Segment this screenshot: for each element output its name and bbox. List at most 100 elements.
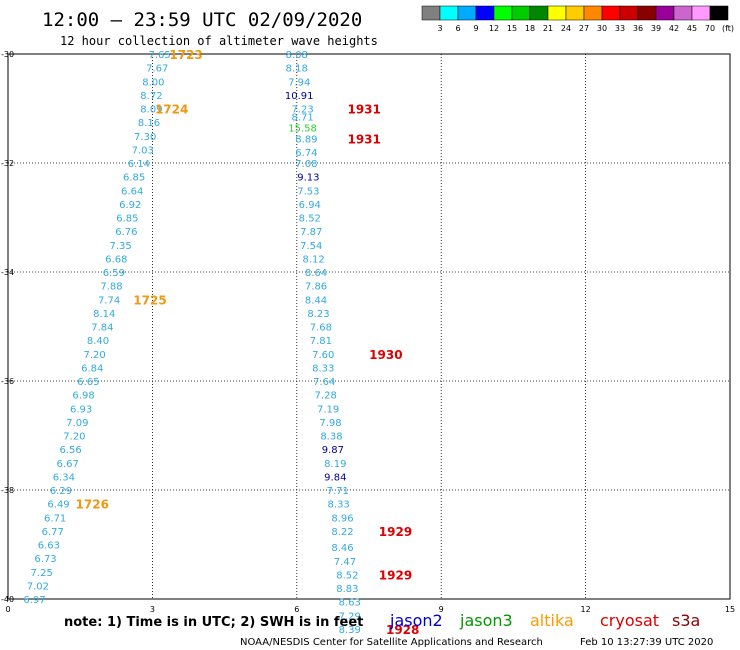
wave-height-label: 6.59	[103, 268, 125, 279]
wave-height-label: 8.09	[140, 105, 162, 116]
color-scale-legend: 3 6 9 12 15 18 21 24 27 30 33 36 39 42 45 70 (ft)	[421, 5, 734, 33]
scale-swatch	[583, 5, 603, 21]
wave-height-label: 6.76	[115, 227, 137, 238]
wave-height-label: 9.13	[297, 173, 319, 184]
pass-time-label: 1930	[369, 348, 402, 362]
wave-height-label: 8.08	[286, 50, 308, 61]
plot-frame	[7, 53, 731, 600]
wave-height-label: 7.65	[148, 50, 170, 61]
plot-grid	[8, 54, 730, 599]
scale-swatch	[655, 5, 675, 21]
wave-height-label: 8.40	[87, 336, 109, 347]
wave-height-label: 15.58	[288, 124, 317, 135]
scale-swatch	[439, 5, 459, 21]
scale-swatch	[493, 5, 513, 21]
wave-height-label: 6.77	[42, 527, 64, 538]
wave-height-label: 7.86	[305, 282, 327, 293]
wave-height-label: 8.18	[286, 64, 308, 75]
scale-label: 45	[687, 24, 697, 33]
scale-swatch	[619, 5, 639, 21]
wave-height-label: 7.64	[313, 377, 335, 388]
pass-time-label: 1724	[155, 103, 188, 117]
wave-height-label: 6.94	[299, 200, 321, 211]
wave-height-label: 8.72	[140, 91, 162, 102]
wave-height-label: 8.00	[142, 77, 164, 88]
footer-note: note: 1) Time is in UTC; 2) SWH is in fe…	[64, 615, 363, 630]
y-tick-label: -34	[1, 268, 14, 277]
wave-height-label: 7.94	[288, 77, 310, 88]
scale-label: (ft)	[722, 24, 734, 33]
wave-height-label: 7.71	[327, 486, 349, 497]
scale-swatch	[637, 5, 657, 21]
wave-height-label: 8.33	[328, 500, 350, 511]
wave-height-label: 8.52	[336, 570, 358, 581]
x-tick-label: 15	[725, 605, 735, 614]
scale-swatch	[457, 5, 477, 21]
scale-swatch	[421, 5, 441, 21]
satellite-name: s3a	[672, 611, 700, 630]
pass-time-label: 1931	[347, 103, 380, 117]
wave-height-label: 6.68	[105, 254, 127, 265]
scale-label: 18	[525, 24, 535, 33]
wave-height-label: 6.98	[72, 391, 94, 402]
scale-swatch	[475, 5, 495, 21]
wave-height-label: 6.74	[295, 148, 317, 159]
scale-label: 24	[561, 24, 571, 33]
scale-label: 39	[651, 24, 661, 33]
wave-height-label: 8.52	[299, 214, 321, 225]
scale-swatch	[673, 5, 693, 21]
wave-height-label: 7.28	[315, 391, 337, 402]
scale-label: 6	[455, 24, 460, 33]
footer-credit: NOAA/NESDIS Center for Satellite Applica…	[240, 637, 543, 648]
scale-swatch	[709, 5, 729, 21]
satellite-name: altika	[530, 611, 574, 630]
wave-height-label: 8.38	[320, 432, 342, 443]
wave-height-label: 6.67	[57, 459, 79, 470]
wave-height-label: 6.85	[123, 173, 145, 184]
wave-height-label: 7.81	[310, 336, 332, 347]
wave-height-label: 8.12	[303, 254, 325, 265]
scale-swatch	[601, 5, 621, 21]
wave-height-label: 7.47	[334, 557, 356, 568]
wave-height-label: 6.65	[77, 377, 99, 388]
wave-height-label: 8.64	[305, 268, 327, 279]
wave-height-label: 7.60	[312, 350, 334, 361]
y-tick-label: -30	[1, 50, 14, 59]
wave-height-label: 6.92	[119, 200, 141, 211]
wave-height-label: 7.08	[295, 159, 317, 170]
x-tick-label: 9	[439, 605, 444, 614]
wave-height-label: 6.49	[47, 500, 69, 511]
scale-label: 42	[669, 24, 679, 33]
scale-label: 36	[633, 24, 643, 33]
x-tick-label: 3	[150, 605, 155, 614]
wave-height-label: 6.84	[81, 363, 103, 374]
wave-height-label: 8.46	[331, 543, 353, 554]
wave-height-label: 7.25	[31, 568, 53, 579]
wave-height-label: 8.83	[336, 584, 358, 595]
wave-height-label: 7.20	[84, 350, 106, 361]
scale-label: 9	[473, 24, 478, 33]
scale-label: 15	[507, 24, 517, 33]
wave-height-label: 10.91	[285, 91, 314, 102]
wave-height-label: 8.44	[305, 295, 327, 306]
wave-height-label: 7.02	[27, 581, 49, 592]
scale-label: 27	[579, 24, 589, 33]
wave-height-label: 7.29	[339, 611, 361, 622]
wave-height-label: 7.74	[98, 295, 120, 306]
wave-height-label: 6.97	[23, 595, 45, 606]
scale-swatch	[565, 5, 585, 21]
wave-height-label: 8.63	[339, 598, 361, 609]
x-tick-label: 12	[581, 605, 591, 614]
wave-height-label: 8.39	[339, 625, 361, 636]
scale-swatch	[511, 5, 531, 21]
wave-height-label: 6.93	[70, 404, 92, 415]
time-annotations: 1723 1724 1725 1726 1931 1931 1930 1929 1929 1928	[76, 48, 420, 637]
y-tick-label: -32	[1, 159, 14, 168]
wave-height-values: 7.65 7.67 8.00 8.72 8.09 8.16 7.30 7.03 6.14 6.85…	[23, 50, 361, 636]
wave-height-label: 8.23	[307, 309, 329, 320]
pass-time-label: 1929	[379, 525, 412, 539]
wave-height-label: 7.35	[109, 241, 131, 252]
scale-label: 21	[543, 24, 553, 33]
y-tick-label: -38	[1, 486, 14, 495]
wave-height-label: 7.84	[91, 323, 113, 334]
